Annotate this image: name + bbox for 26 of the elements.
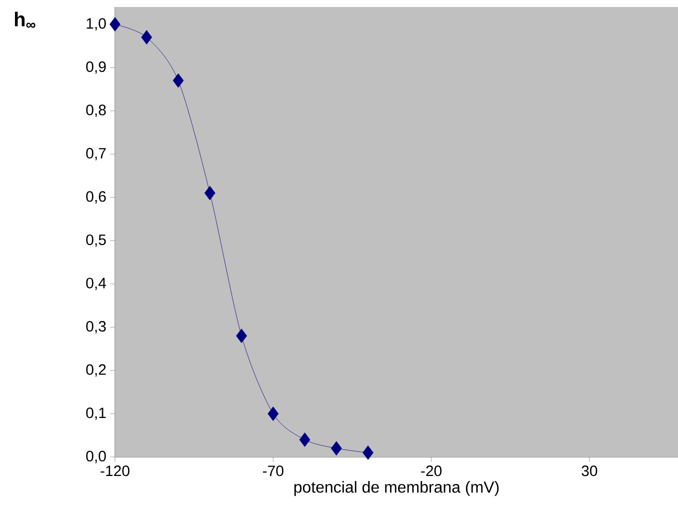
y-tick-label: 0,7 <box>86 148 106 160</box>
x-tick-label: -120 <box>100 466 130 476</box>
x-axis-title: potencial de membrana (mV) <box>294 481 499 496</box>
y-tick-label: 0,1 <box>86 408 106 420</box>
point <box>141 30 152 44</box>
y-tick-label: 0,0 <box>86 450 106 464</box>
y-tick-label: 0,8 <box>86 104 106 118</box>
y-tick-label: 0,9 <box>86 61 106 74</box>
point <box>172 73 184 88</box>
point <box>204 186 216 200</box>
y-axis-title: h$_{∞}$ <box>14 12 36 28</box>
y-tick-label: 0,4 <box>86 278 106 290</box>
y-tick-label: 0,6 <box>86 191 106 204</box>
y-tick-label: 1,0 <box>86 18 106 30</box>
x-tick-label: -70 <box>262 466 284 476</box>
point <box>299 432 310 447</box>
point <box>330 441 342 456</box>
x-tick-label: -20 <box>421 466 442 476</box>
y-tick-label: 0,2 <box>86 364 106 377</box>
point <box>268 406 279 421</box>
y-tick-label: 0,3 <box>86 320 106 334</box>
point <box>362 445 374 460</box>
x-tick-label: 30 <box>582 466 598 476</box>
y-tick-label: 0,5 <box>86 234 106 247</box>
point <box>110 17 120 32</box>
point <box>236 328 247 344</box>
